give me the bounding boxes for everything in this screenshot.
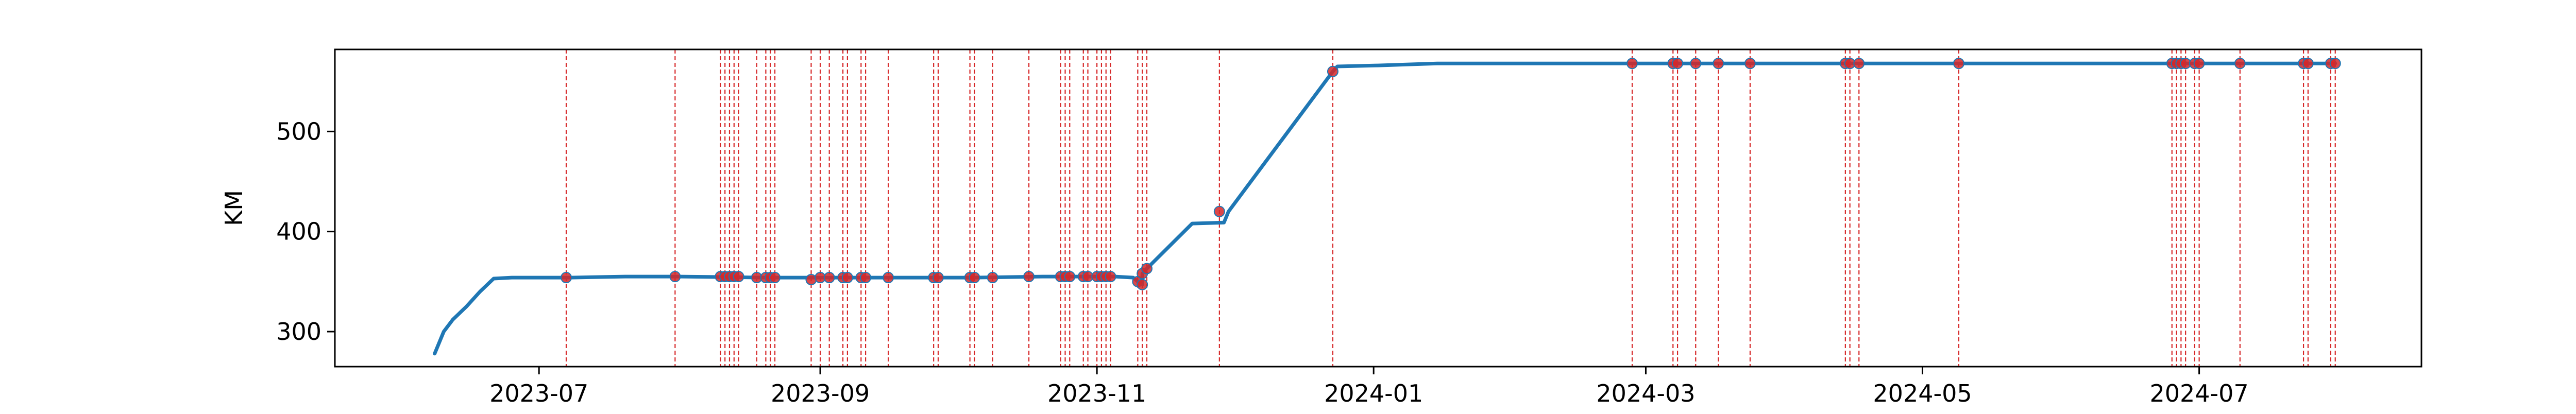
event-marker [2193,58,2205,70]
event-markers [561,58,2341,290]
x-tick-label: 2023-07 [489,380,588,407]
y-tick-label: 400 [276,218,321,246]
event-marker [1713,58,1724,70]
event-marker [1672,58,1684,70]
event-marker [1327,65,1338,77]
x-tick-label: 2023-09 [771,380,870,407]
event-marker [969,272,980,284]
event-marker [1105,271,1116,283]
y-axis: 300 400 500 [276,117,335,346]
y-tick-label: 500 [276,117,321,145]
event-marker [1953,58,1964,70]
event-marker [2302,58,2314,70]
x-tick-label: 2024-03 [1596,380,1695,407]
event-marker [1744,58,1756,70]
event-marker [1023,271,1035,283]
event-marker [883,272,894,284]
event-marker [932,272,944,284]
event-marker [1141,263,1153,274]
event-marker [987,272,998,284]
x-tick-label: 2023-11 [1047,380,1146,407]
event-marker [2234,58,2246,70]
plot-frame [334,48,2422,368]
event-marker [1853,58,1865,70]
event-marker [823,272,835,284]
event-marker [2329,58,2341,70]
event-lines [565,49,2336,367]
event-marker [1626,58,1638,70]
event-marker [561,272,572,284]
event-marker [1690,58,1702,70]
event-marker [1064,271,1076,283]
y-tick-label: 300 [276,318,321,346]
y-axis-label: KM [220,190,248,226]
x-tick-label: 2024-05 [1873,380,1972,407]
event-marker [1137,279,1148,290]
event-marker [669,271,681,283]
event-marker [1213,205,1225,217]
event-marker [841,272,853,284]
x-axis: 2023-07 2023-09 2023-11 2024-01 2024-03 2024-… [489,367,2249,407]
event-marker [769,272,781,284]
x-tick-label: 2024-01 [1324,380,1423,407]
event-marker [733,271,744,283]
event-marker [860,272,872,284]
x-tick-label: 2024-07 [2149,380,2248,407]
event-marker [805,273,817,285]
